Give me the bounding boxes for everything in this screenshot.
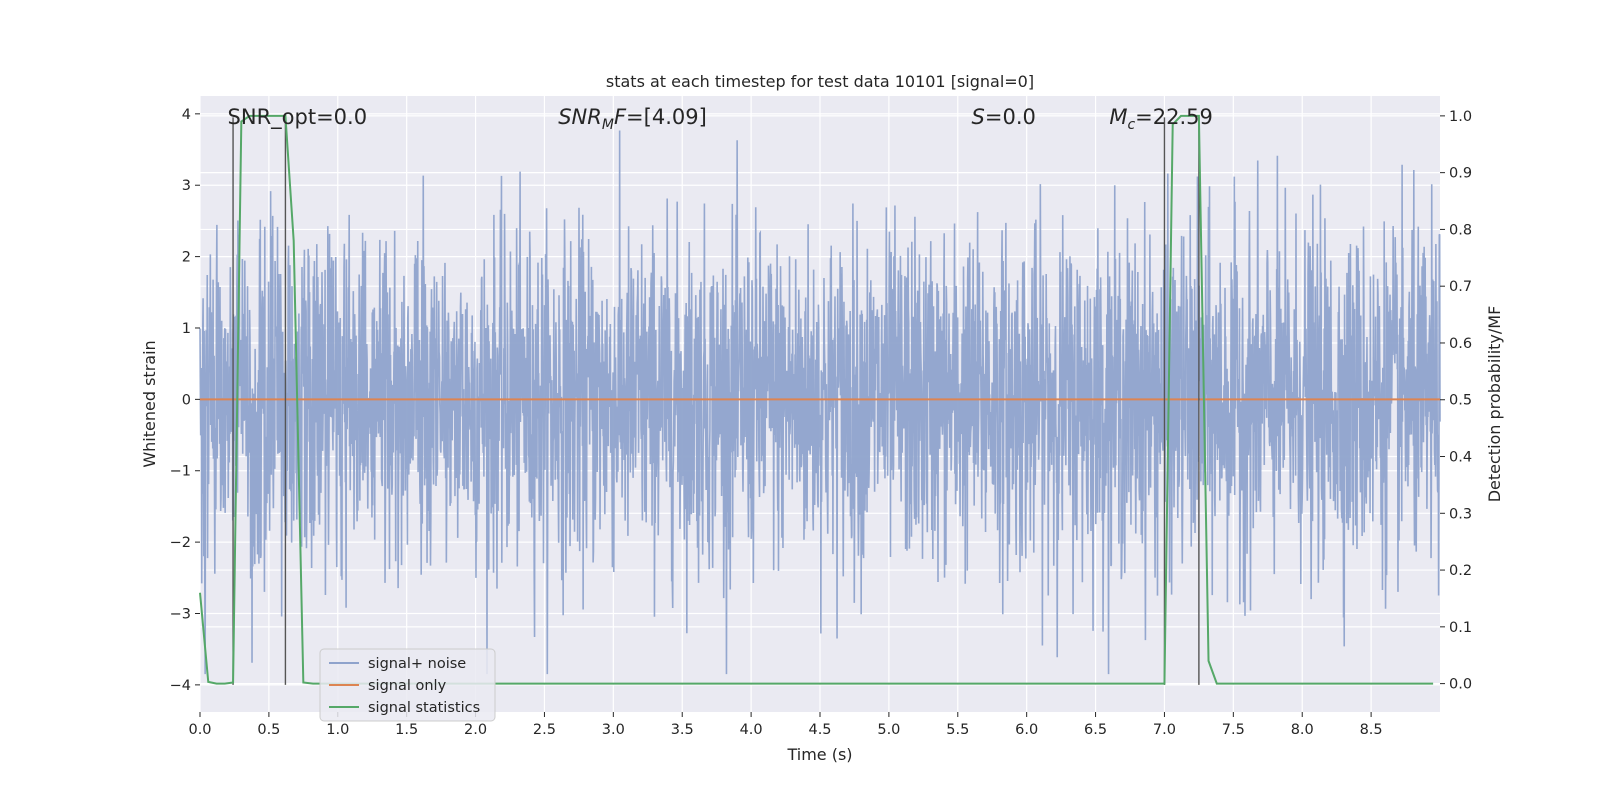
y-axis-label-right: Detection probability/MF — [1485, 306, 1504, 503]
x-tick-label: 0.5 — [257, 722, 280, 738]
grid-lines — [199, 96, 1440, 712]
y2-tick-label: 0.6 — [1449, 336, 1472, 352]
y-tick-label: −2 — [170, 535, 191, 551]
x-tick-label: 7.0 — [1153, 722, 1176, 738]
axis-ticks: 0.0 0.5 1.0 1.5 2.0 2.5 3.0 3.5 4.0 4.5 5.0 5.5 6.0 6… — [170, 107, 1472, 738]
x-tick-label: 1.5 — [395, 722, 418, 738]
y2-tick-label: 0.0 — [1449, 677, 1472, 693]
x-tick-label: 0.0 — [188, 722, 211, 738]
x-tick-label: 4.5 — [808, 722, 831, 738]
noise-line — [199, 130, 1441, 675]
y-tick-label: 3 — [182, 178, 191, 194]
legend-label: signal statistics — [368, 700, 480, 716]
legend-box — [319, 648, 496, 722]
noise-series — [199, 130, 1441, 675]
x-tick-label: 7.5 — [1222, 722, 1245, 738]
y2-tick-label: 0.5 — [1449, 393, 1472, 409]
legend-label: signal only — [368, 678, 447, 694]
x-tick-label: 3.5 — [671, 722, 694, 738]
y2-tick-label: 0.1 — [1449, 620, 1472, 636]
y2-tick-label: 1.0 — [1449, 109, 1472, 125]
x-tick-label: 4.0 — [740, 722, 763, 738]
x-tick-label: 2.0 — [464, 722, 487, 738]
y-tick-label: −1 — [170, 464, 191, 480]
annotations: SNR_opt=0.0 SNRMF=[4.09] S=0.0 Mc=22.59 — [228, 105, 1213, 133]
y-tick-label: −3 — [170, 606, 191, 622]
y-tick-label: 4 — [182, 107, 191, 123]
y-axis-label-left: Whitened strain — [140, 340, 159, 467]
x-tick-label: 6.0 — [1015, 722, 1038, 738]
y2-tick-label: 0.8 — [1449, 222, 1472, 238]
annotation-text: SNR_opt=0.0 — [228, 105, 368, 130]
y-tick-label: 1 — [182, 321, 191, 337]
annotation-text: Mc=22.59 — [1109, 105, 1213, 133]
y-tick-label: −4 — [170, 678, 191, 694]
x-tick-label: 8.5 — [1360, 722, 1383, 738]
y2-tick-label: 0.9 — [1449, 166, 1472, 182]
chart-title: stats at each timestep for test data 101… — [606, 72, 1034, 91]
y2-tick-label: 0.3 — [1449, 506, 1472, 522]
annotation-text: SNRMF=[4.09] — [558, 105, 707, 133]
x-axis-label: Time (s) — [786, 745, 852, 764]
y2-tick-label: 0.2 — [1449, 563, 1472, 579]
y2-tick-label: 0.7 — [1449, 279, 1472, 295]
legend: signal+ noise signal only signal statistic… — [319, 648, 496, 722]
y-tick-label: 2 — [182, 250, 191, 266]
x-tick-label: 1.0 — [326, 722, 349, 738]
x-tick-label: 5.0 — [877, 722, 900, 738]
x-tick-label: 8.0 — [1291, 722, 1314, 738]
y2-tick-label: 0.4 — [1449, 450, 1472, 466]
x-tick-label: 3.0 — [602, 722, 625, 738]
vertical-markers — [232, 117, 1200, 685]
x-tick-label: 5.5 — [946, 722, 969, 738]
legend-label: signal+ noise — [368, 656, 466, 672]
x-tick-label: 6.5 — [1084, 722, 1107, 738]
x-tick-label: 2.5 — [533, 722, 556, 738]
annotation-text: S=0.0 — [972, 105, 1036, 129]
y-tick-label: 0 — [182, 392, 191, 408]
